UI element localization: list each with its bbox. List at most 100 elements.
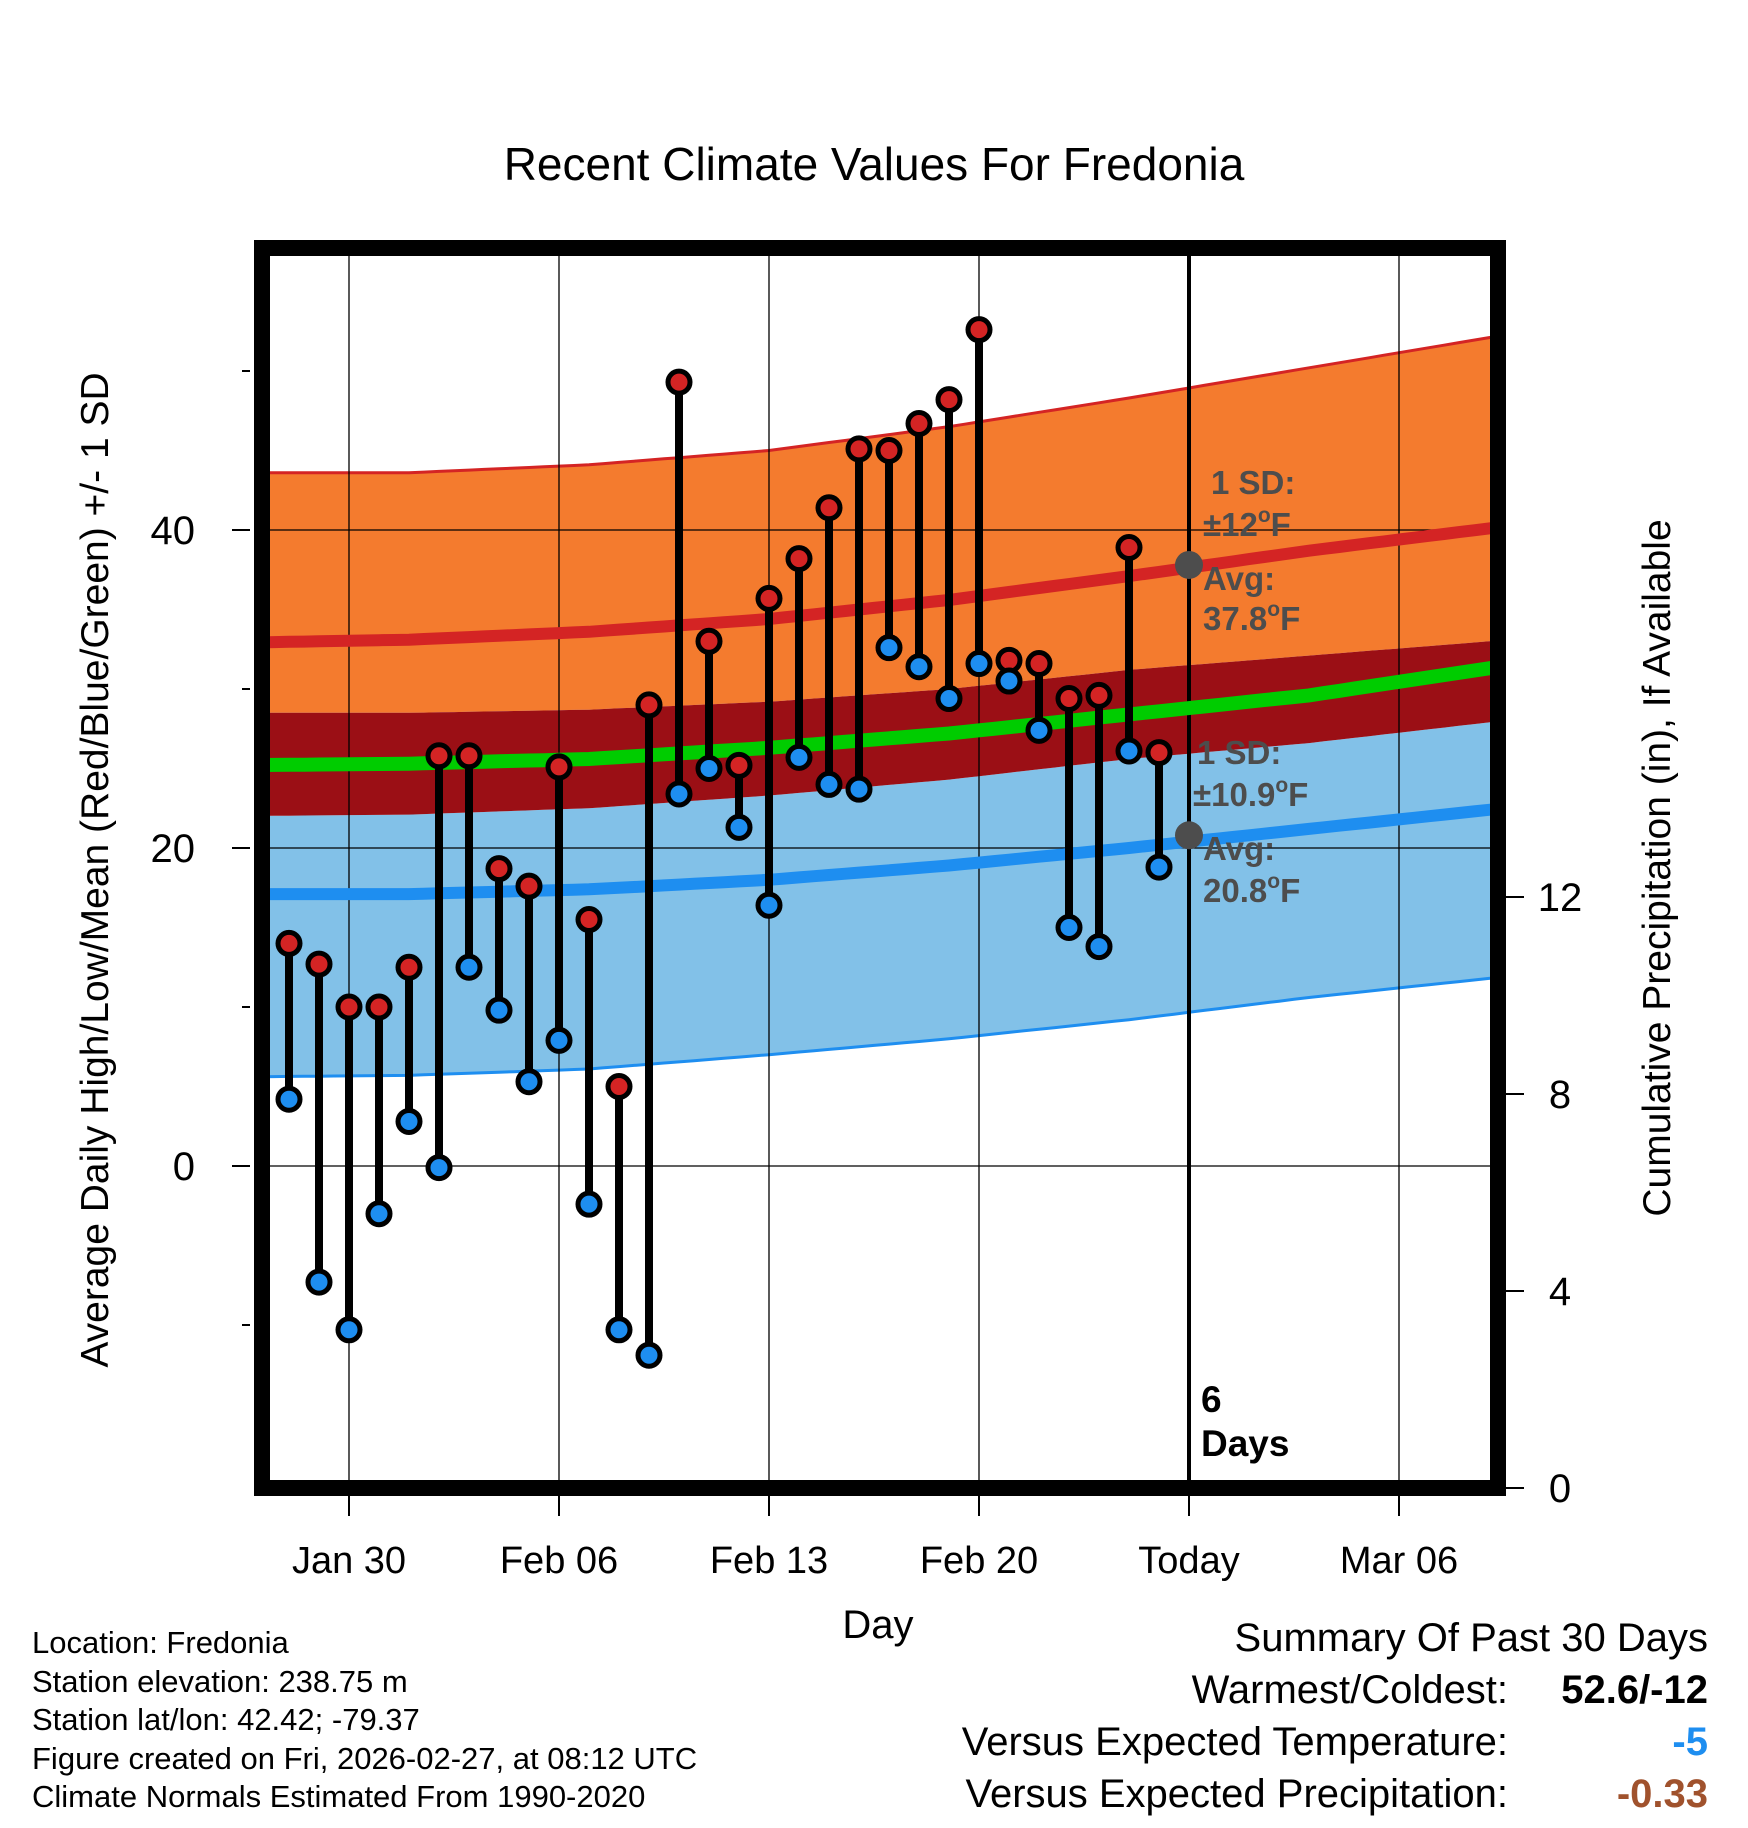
daily-high-point (1115, 533, 1143, 561)
daily-low-point (425, 1154, 453, 1182)
daily-low-point (365, 1200, 393, 1228)
daily-high-point (1055, 685, 1083, 713)
low-mean-line (260, 803, 1496, 901)
y2-axis-label: Cumulative Precipitation (in), If Availa… (1636, 519, 1679, 1216)
daily-low-point (1145, 853, 1173, 881)
daily-high-point (395, 953, 423, 981)
daily-high-point (545, 753, 573, 781)
daily-low-point (1085, 933, 1113, 961)
daily-high-point (1025, 650, 1053, 678)
location-text: Location: Fredonia (32, 1625, 289, 1660)
precip-label: Versus Expected Precipitation: (965, 1772, 1508, 1816)
x-tick-label: Feb 20 (920, 1540, 1038, 1582)
daily-low-point (395, 1107, 423, 1135)
high-sd-title: 1 SD: (1211, 464, 1295, 501)
daily-high-point (635, 691, 663, 719)
y-tick-label: 0 (173, 1145, 195, 1189)
daily-low-point (335, 1316, 363, 1344)
y2-tick-label: 0 (1549, 1467, 1571, 1511)
daily-low-point (485, 996, 513, 1024)
daily-high-point (755, 584, 783, 612)
daily-high-point (1145, 739, 1173, 767)
summary-panel: Summary Of Past 30 Days Warmest/Coldest:… (808, 1616, 1708, 1824)
low-avg-value: 20.8oF (1203, 870, 1300, 909)
days-word-label: Days (1201, 1423, 1289, 1464)
daily-low-point (965, 650, 993, 678)
daily-high-point (335, 993, 363, 1021)
latlon-text: Station lat/lon: 42.42; -79.37 (32, 1702, 420, 1737)
daily-low-point (575, 1190, 603, 1218)
daily-high-point (785, 545, 813, 573)
days-count-label: 6 (1201, 1379, 1222, 1420)
daily-high-point (275, 929, 303, 957)
daily-high-point (815, 494, 843, 522)
daily-low-point (1055, 914, 1083, 941)
y-tick-label: 20 (151, 827, 196, 871)
temp-label: Versus Expected Temperature: (961, 1720, 1508, 1764)
daily-low-point (695, 755, 723, 782)
daily-high-point (875, 437, 903, 464)
created-text: Figure created on Fri, 2026-02-27, at 08… (32, 1740, 698, 1776)
summary-precip: Versus Expected Precipitation: -0.33 (808, 1772, 1708, 1824)
y2-tick-label: 8 (1549, 1073, 1571, 1117)
plot-frame (254, 240, 1506, 1496)
daily-low-point (635, 1341, 663, 1369)
daily-low-point (935, 685, 963, 713)
daily-low-point (725, 813, 753, 841)
daily-high-point (425, 742, 453, 770)
low-sd-title: 1 SD: (1197, 734, 1281, 771)
summary-warmest-coldest: Warmest/Coldest: 52.6/-12 (808, 1668, 1708, 1720)
daily-high-point (305, 950, 333, 978)
daily-low-point (755, 891, 783, 919)
daily-high-point (845, 435, 873, 463)
daily-high-point (575, 906, 603, 934)
daily-high-point (725, 751, 753, 779)
daily-high-point (965, 316, 993, 344)
daily-low-point (905, 653, 933, 681)
low-sd-value: ±10.9oF (1193, 774, 1308, 813)
x-tick-label: Mar 06 (1340, 1540, 1458, 1582)
warmest-coldest-label: Warmest/Coldest: (1191, 1668, 1508, 1712)
today-high-normal-point (1175, 550, 1203, 579)
daily-low-point (875, 634, 903, 662)
daily-low-point (665, 780, 693, 808)
low-avg-title: Avg: (1203, 830, 1275, 867)
high-avg-title: Avg: (1203, 560, 1275, 597)
y-tick-label: 40 (151, 509, 196, 553)
today-low-normal-point (1175, 821, 1203, 850)
daily-high-point (365, 993, 393, 1021)
daily-low-point (995, 667, 1023, 695)
high-avg-value: 37.8oF (1203, 598, 1300, 637)
daily-low-point (815, 770, 843, 798)
y-axis-label: Average Daily High/Low/Mean (Red/Blue/Gr… (74, 372, 117, 1367)
warmest-coldest-value: 52.6/-12 (1561, 1668, 1708, 1712)
y2-tick-label: 4 (1549, 1270, 1571, 1314)
chart-title: Recent Climate Values For Fredonia (504, 138, 1245, 190)
daily-high-point (1085, 681, 1113, 709)
daily-low-point (515, 1068, 543, 1096)
daily-high-point (515, 872, 543, 900)
daily-low-point (455, 953, 483, 981)
daily-low-point (785, 743, 813, 771)
daily-low-point (605, 1316, 633, 1344)
daily-low-point (275, 1085, 303, 1113)
station-metadata: Location: Fredonia Station elevation: 23… (32, 1624, 697, 1817)
x-tick-label: Feb 06 (500, 1540, 618, 1582)
daily-low-point (305, 1268, 333, 1296)
daily-low-point (1025, 716, 1053, 744)
daily-high-point (455, 742, 483, 770)
low-lower-edge (260, 976, 1496, 1079)
high-sd-value: ±12oF (1203, 504, 1291, 543)
summary-title: Summary Of Past 30 Days (808, 1616, 1708, 1668)
daily-high-point (935, 386, 963, 414)
normals-text: Climate Normals Estimated From 1990-2020 (32, 1779, 646, 1814)
summary-temp: Versus Expected Temperature: -5 (808, 1720, 1708, 1772)
x-axis-label: Day (842, 1603, 913, 1647)
daily-high-point (695, 627, 723, 655)
daily-high-point (665, 368, 693, 396)
y2-tick-label: 12 (1538, 876, 1583, 920)
daily-low-point (845, 775, 873, 803)
precip-value: -0.33 (1616, 1772, 1708, 1816)
elevation-text: Station elevation: 238.75 m (32, 1663, 408, 1699)
